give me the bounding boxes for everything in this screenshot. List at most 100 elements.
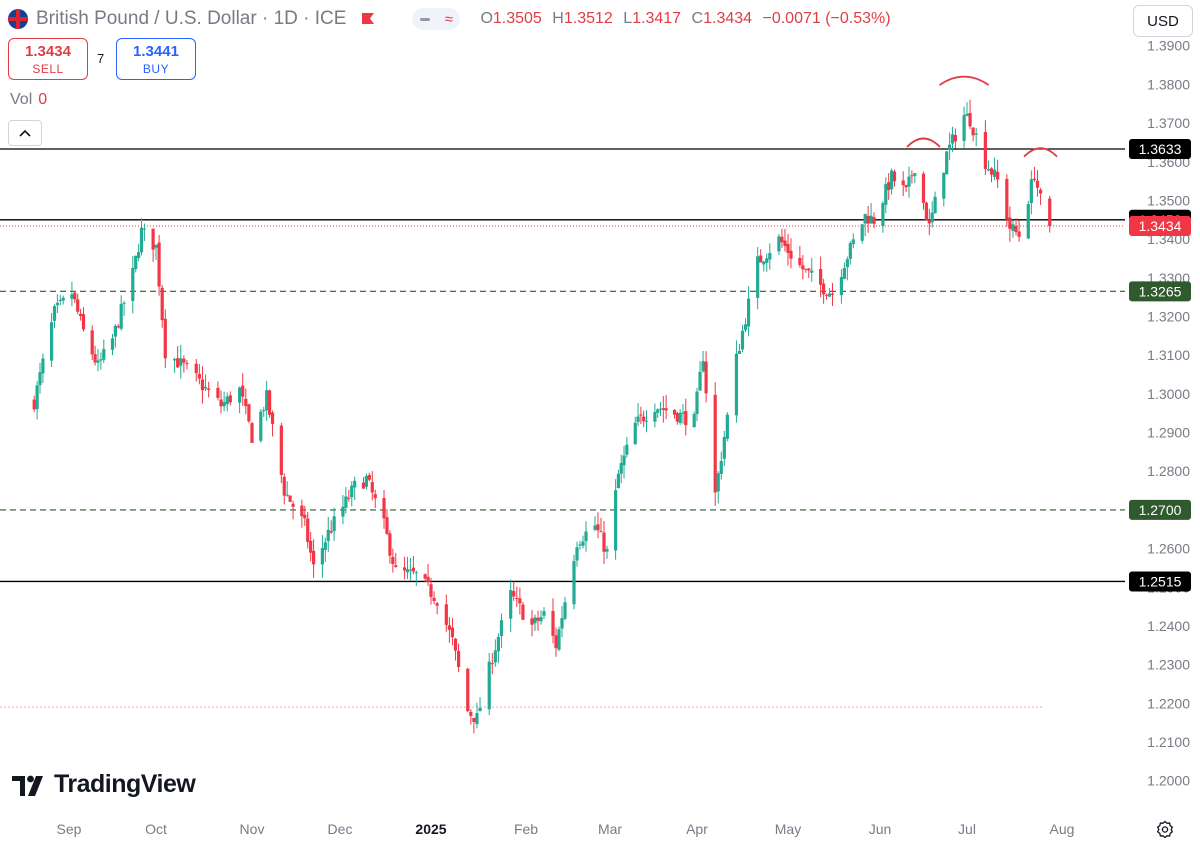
candle [426,563,430,586]
candle-body [1008,217,1012,229]
currency-button[interactable]: USD [1133,5,1193,37]
candle-body [200,379,205,391]
candle-body [309,540,313,553]
candle [160,284,164,328]
sell-button[interactable]: 1.3434 SELL [8,38,88,80]
candle-body [388,533,392,556]
candle-body [499,620,504,637]
candle-body [892,171,897,182]
candle [539,610,543,625]
x-tick-label: Feb [514,821,538,837]
candle [698,361,702,391]
candle [262,406,266,417]
buy-button[interactable]: 1.3441 BUY [116,38,196,80]
candle [238,386,242,414]
candle [447,617,451,643]
candle-body [563,602,567,619]
candle [953,128,957,149]
candle [948,132,952,161]
candle [475,702,479,729]
gear-icon[interactable] [1156,820,1174,838]
candle [678,409,682,425]
candle [385,509,389,536]
candle-body [450,627,455,638]
x-tick-label: Apr [686,821,708,837]
chart-header: British Pound / U.S. Dollar · 1D · ICE ≈… [8,6,891,32]
spread-value: 7 [97,51,105,66]
candle [542,607,546,620]
candle [866,206,870,233]
candle [810,257,814,282]
x-tick-label: Nov [240,821,265,837]
candle [827,288,832,297]
candle [950,126,955,152]
candle-body [110,338,115,350]
candle-body [842,267,846,279]
candle [913,173,917,183]
candle [713,382,717,506]
candle [90,325,94,361]
candle-body [819,268,823,285]
candle [872,212,876,229]
candle-body [678,412,682,423]
candle [807,268,811,278]
candle-body [350,485,354,498]
collapse-legend-button[interactable] [8,120,42,146]
candle-body [160,287,164,321]
candle [131,256,135,314]
candle-body [584,531,588,542]
candle [370,471,374,501]
candle [38,362,42,394]
candle-body [1011,224,1015,231]
candle [478,697,482,712]
candle-body [447,625,451,630]
y-tick-label: 1.3900 [1147,38,1190,54]
candle [55,294,59,314]
candle [444,594,448,632]
candle-body [653,411,657,422]
candle-body [96,360,100,363]
candle [79,308,83,321]
candle-body [942,172,946,199]
candle [851,233,855,249]
candle-body [179,358,183,366]
candle [367,472,371,482]
candle-body [247,404,251,422]
y-tick-label: 1.2100 [1147,734,1190,750]
candle-body [79,313,83,316]
minus-icon[interactable] [419,17,430,21]
candle-body [695,391,699,415]
candle [142,223,146,242]
candle-body [238,387,242,403]
candle [578,540,582,550]
candle-body [288,495,292,502]
y-tick-label: 1.2800 [1147,463,1190,479]
candle-body [642,416,646,422]
tradingview-logo-icon [12,775,43,796]
candle [945,151,949,175]
level-tag-4-bg [1129,571,1191,592]
candle [32,395,36,413]
symbol-title[interactable]: British Pound / U.S. Dollar · 1D · ICE [36,8,347,29]
candle-body [986,169,991,171]
candles-layer [32,99,1052,734]
candle-body [810,270,814,273]
candle [300,499,304,528]
candle-body [512,591,516,597]
candle [530,609,534,637]
candle-body [786,243,790,253]
candle-body [341,506,345,517]
approx-icon[interactable]: ≈ [444,10,453,28]
compare-toggle[interactable]: ≈ [412,8,461,30]
candle [1017,220,1021,242]
candle [901,171,905,197]
buy-label: BUY [142,62,170,76]
candle-body [950,134,955,144]
candle [684,398,688,436]
candle-body [472,717,476,722]
candle [533,614,537,631]
y-tick-label: 1.3500 [1147,192,1190,208]
candle [515,586,519,608]
flag-icon[interactable] [360,11,376,27]
